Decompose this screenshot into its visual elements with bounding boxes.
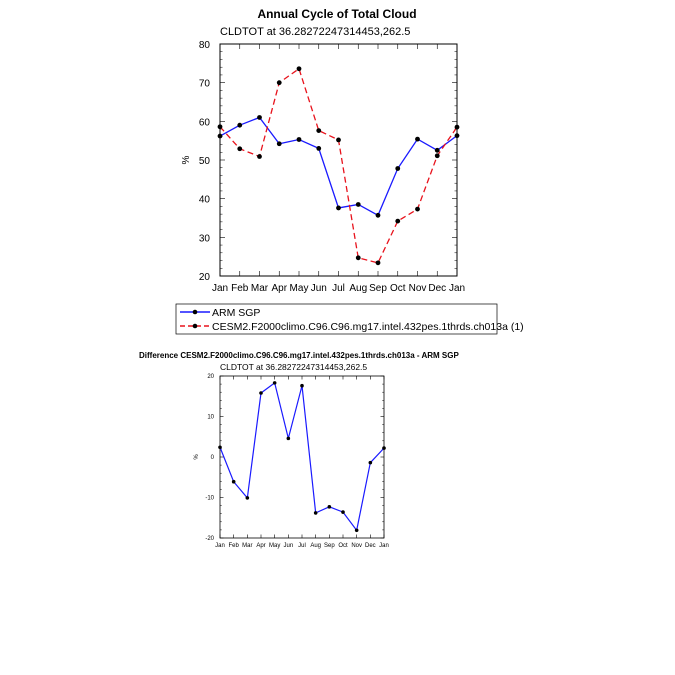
chart1-title: Annual Cycle of Total Cloud xyxy=(257,7,416,21)
x-tick-label: Sep xyxy=(324,543,335,549)
data-point xyxy=(341,510,345,514)
x-tick-label: Jun xyxy=(311,283,327,294)
data-point xyxy=(395,218,401,224)
y-tick-label: 20 xyxy=(199,272,211,283)
chart1-subtitle: CLDTOT at 36.28272247314453,262.5 xyxy=(220,26,410,38)
legend-label-cesm: CESM2.F2000climo.C96.C96.mg17.intel.432p… xyxy=(212,321,524,333)
chart2-subtitle: CLDTOT at 36.28272247314453,262.5 xyxy=(220,362,367,372)
legend-label-arm: ARM SGP xyxy=(212,307,260,319)
x-tick-label: Jan xyxy=(449,283,465,294)
series-line-1 xyxy=(219,67,458,264)
y-tick-label: 10 xyxy=(207,415,214,421)
data-point xyxy=(237,146,243,152)
plot-frame xyxy=(219,43,458,277)
data-point xyxy=(368,460,373,465)
x-tick-label: Oct xyxy=(390,283,406,294)
legend: ARM SGP CESM2.F2000climo.C96.C96.mg17.in… xyxy=(175,303,524,335)
data-point xyxy=(237,122,243,128)
data-point xyxy=(218,445,222,450)
data-point xyxy=(336,137,341,143)
data-point xyxy=(434,153,440,159)
x-tick-label: Oct xyxy=(338,543,348,549)
data-point xyxy=(286,436,291,441)
data-point xyxy=(231,479,236,484)
data-point xyxy=(375,260,381,266)
data-point xyxy=(313,511,318,515)
legend-marker-cesm xyxy=(192,323,198,329)
data-point xyxy=(257,154,262,159)
chart1-plot: Jan Feb Mar Apr May Jun Jul Aug Sep Oct Nov Dec Jan2… xyxy=(181,40,465,294)
x-tick-label: Apr xyxy=(271,283,287,294)
y-axis-label: % xyxy=(194,454,200,460)
y-tick-label: 40 xyxy=(199,195,211,206)
data-point xyxy=(217,133,223,139)
data-point xyxy=(296,66,302,72)
data-point xyxy=(316,146,322,151)
x-tick-label: Dec xyxy=(365,543,376,549)
data-point xyxy=(434,147,440,153)
x-tick-label: Jun xyxy=(283,543,293,549)
legend-box xyxy=(175,303,498,335)
y-tick-label: 60 xyxy=(199,117,211,128)
x-tick-label: Dec xyxy=(428,283,446,294)
x-tick-label: Jul xyxy=(298,543,306,549)
y-tick-label: 0 xyxy=(211,455,215,461)
chart2-title: Difference CESM2.F2000climo.C96.C96.mg17… xyxy=(139,351,459,360)
y-tick-label: -20 xyxy=(205,536,214,542)
legend-marker-arm xyxy=(192,309,198,315)
plot-frame xyxy=(219,375,385,539)
y-tick-label: 20 xyxy=(207,374,214,380)
x-tick-label: Nov xyxy=(409,283,427,294)
y-tick-label: 70 xyxy=(199,79,211,90)
data-point xyxy=(300,383,304,388)
x-tick-label: Mar xyxy=(242,543,252,549)
data-point xyxy=(316,128,322,134)
data-point xyxy=(327,505,332,509)
data-point xyxy=(259,391,263,395)
y-tick-label: 80 xyxy=(199,40,211,51)
data-point xyxy=(272,381,277,385)
x-tick-label: Apr xyxy=(256,543,265,549)
y-tick-label: 50 xyxy=(199,156,211,167)
data-point xyxy=(276,141,282,147)
data-point xyxy=(245,496,250,500)
x-tick-label: Mar xyxy=(251,283,269,294)
x-tick-label: Sep xyxy=(369,283,387,294)
data-point xyxy=(217,124,223,130)
x-tick-label: Jan xyxy=(215,543,225,549)
data-point xyxy=(336,205,341,211)
y-axis-label: % xyxy=(181,155,192,164)
data-point xyxy=(355,202,361,207)
series-line-0 xyxy=(219,116,458,217)
x-tick-label: Feb xyxy=(231,283,249,294)
y-tick-label: 30 xyxy=(199,233,211,244)
x-tick-label: Aug xyxy=(310,543,321,549)
x-tick-label: May xyxy=(290,283,309,294)
x-tick-label: Feb xyxy=(228,543,239,549)
series-line-0 xyxy=(219,381,385,532)
data-point xyxy=(415,206,420,212)
data-point xyxy=(382,446,386,450)
x-tick-label: Aug xyxy=(349,283,367,294)
x-tick-label: Jan xyxy=(212,283,228,294)
x-tick-label: Jan xyxy=(379,543,389,549)
data-point xyxy=(454,133,460,139)
data-point xyxy=(276,80,282,86)
data-point xyxy=(354,528,359,533)
data-point xyxy=(375,212,381,218)
y-tick-label: -10 xyxy=(205,496,214,502)
x-tick-label: Jul xyxy=(332,283,345,294)
data-point xyxy=(454,124,460,130)
data-point xyxy=(296,137,302,142)
data-point xyxy=(415,136,420,142)
data-point xyxy=(355,255,361,261)
x-tick-label: Nov xyxy=(351,543,362,549)
data-point xyxy=(395,166,401,171)
x-tick-label: May xyxy=(269,543,280,549)
chart2-plot: Jan Feb Mar Apr May Jun Jul Aug Sep Oct Nov Dec Jan-… xyxy=(194,374,389,549)
data-point xyxy=(257,115,262,120)
